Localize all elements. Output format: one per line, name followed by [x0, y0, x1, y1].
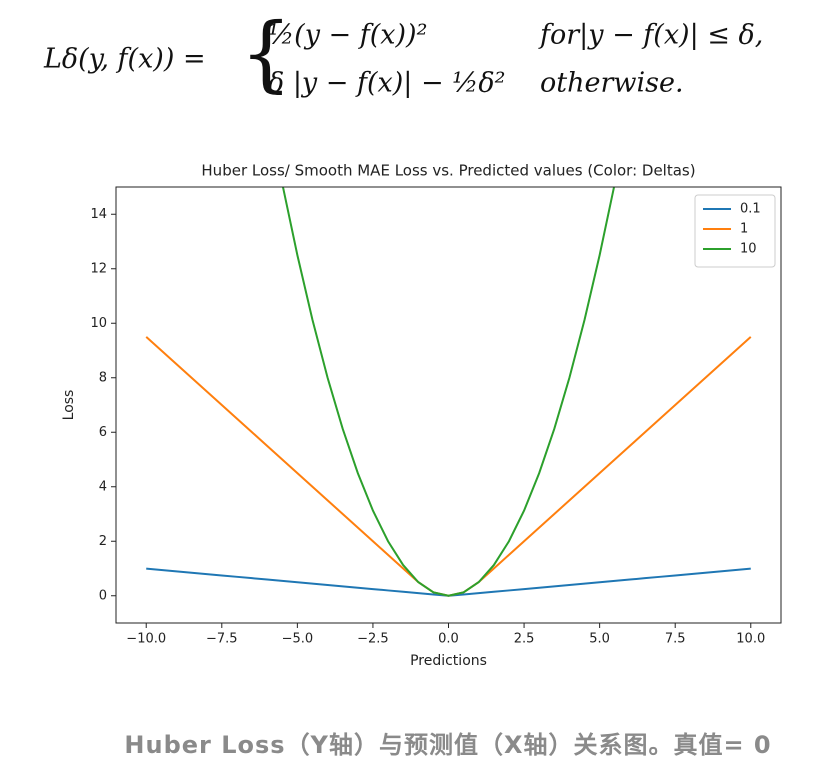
x-tick-label: 7.5 — [665, 632, 686, 647]
y-axis-label: Loss — [61, 390, 77, 421]
x-tick-label: 0.0 — [438, 632, 459, 647]
y-tick-label: 2 — [99, 534, 107, 549]
x-tick-label: −5.0 — [282, 632, 314, 647]
chart-title: Huber Loss/ Smooth MAE Loss vs. Predicte… — [201, 162, 695, 180]
x-tick-label: −2.5 — [357, 632, 389, 647]
x-tick-label: −10.0 — [126, 632, 166, 647]
formula-cond1: for|y − f(x)| ≤ δ, — [538, 20, 763, 51]
y-tick-label: 4 — [99, 479, 107, 494]
formula-case1: ½(y − f(x))² — [268, 20, 427, 51]
y-tick-label: 12 — [90, 261, 107, 276]
x-tick-label: 2.5 — [514, 632, 535, 647]
x-tick-label: −7.5 — [206, 632, 238, 647]
legend-label: 10 — [740, 242, 757, 257]
formula-case2: δ |y − f(x)| − ½δ² — [268, 68, 505, 99]
legend-label: 1 — [740, 222, 748, 237]
x-axis-label: Predictions — [410, 653, 487, 669]
x-tick-label: 10.0 — [736, 632, 765, 647]
axes-frame — [115, 186, 782, 624]
y-tick-label: 14 — [90, 207, 107, 222]
line — [146, 567, 751, 597]
line — [281, 187, 616, 597]
caption: Huber Loss（Y轴）与预测值（X轴）关系图。真值= 0 — [124, 731, 771, 759]
formula-cond2: otherwise. — [540, 68, 684, 99]
y-tick-label: 6 — [99, 425, 107, 440]
x-tick-label: 5.0 — [589, 632, 610, 647]
y-tick-label: 10 — [90, 316, 107, 331]
y-tick-label: 0 — [99, 588, 107, 603]
y-tick-label: 8 — [99, 370, 107, 385]
plot-area — [145, 187, 752, 597]
legend-box — [694, 194, 776, 268]
brace: { — [240, 7, 292, 102]
line — [145, 336, 752, 597]
legend-label: 0.1 — [740, 202, 761, 217]
formula-lhs: Lδ(y, f(x)) = — [43, 44, 206, 75]
